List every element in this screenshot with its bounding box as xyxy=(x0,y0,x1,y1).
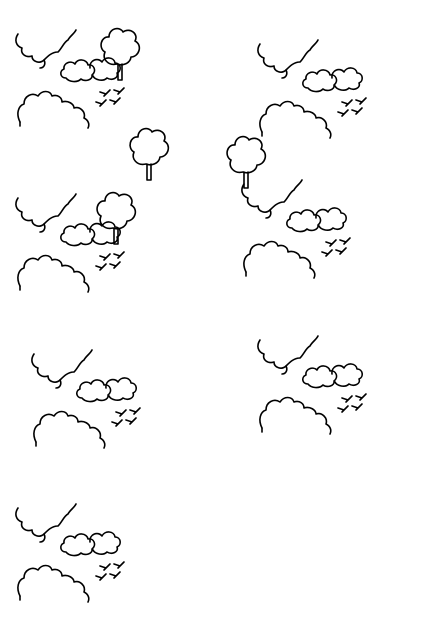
landscape-cluster-5 xyxy=(32,350,140,448)
landscape-cluster-7 xyxy=(16,504,124,602)
landscape-cluster-icon xyxy=(32,350,140,448)
landscape-cluster-icon xyxy=(16,504,124,602)
landscape-cluster-icon xyxy=(258,40,366,138)
landscape-cluster-1 xyxy=(16,27,141,128)
landscape-cluster-icon xyxy=(258,336,366,434)
landscape-cluster-icon xyxy=(242,180,350,278)
standalone-tree-1 xyxy=(129,127,170,181)
landscape-cluster-2 xyxy=(258,40,366,138)
clusters-layer xyxy=(16,27,366,602)
tree-icon xyxy=(100,27,141,81)
tree-icon xyxy=(96,191,137,245)
standalone-tree-2 xyxy=(226,135,267,189)
landscape-cluster-icon xyxy=(16,194,124,292)
landscape-cluster-3 xyxy=(16,191,137,292)
landscape-cluster-6 xyxy=(258,336,366,434)
landscape-cluster-4 xyxy=(242,180,350,278)
landscape-cluster-icon xyxy=(16,30,124,128)
trees-layer xyxy=(129,127,267,189)
